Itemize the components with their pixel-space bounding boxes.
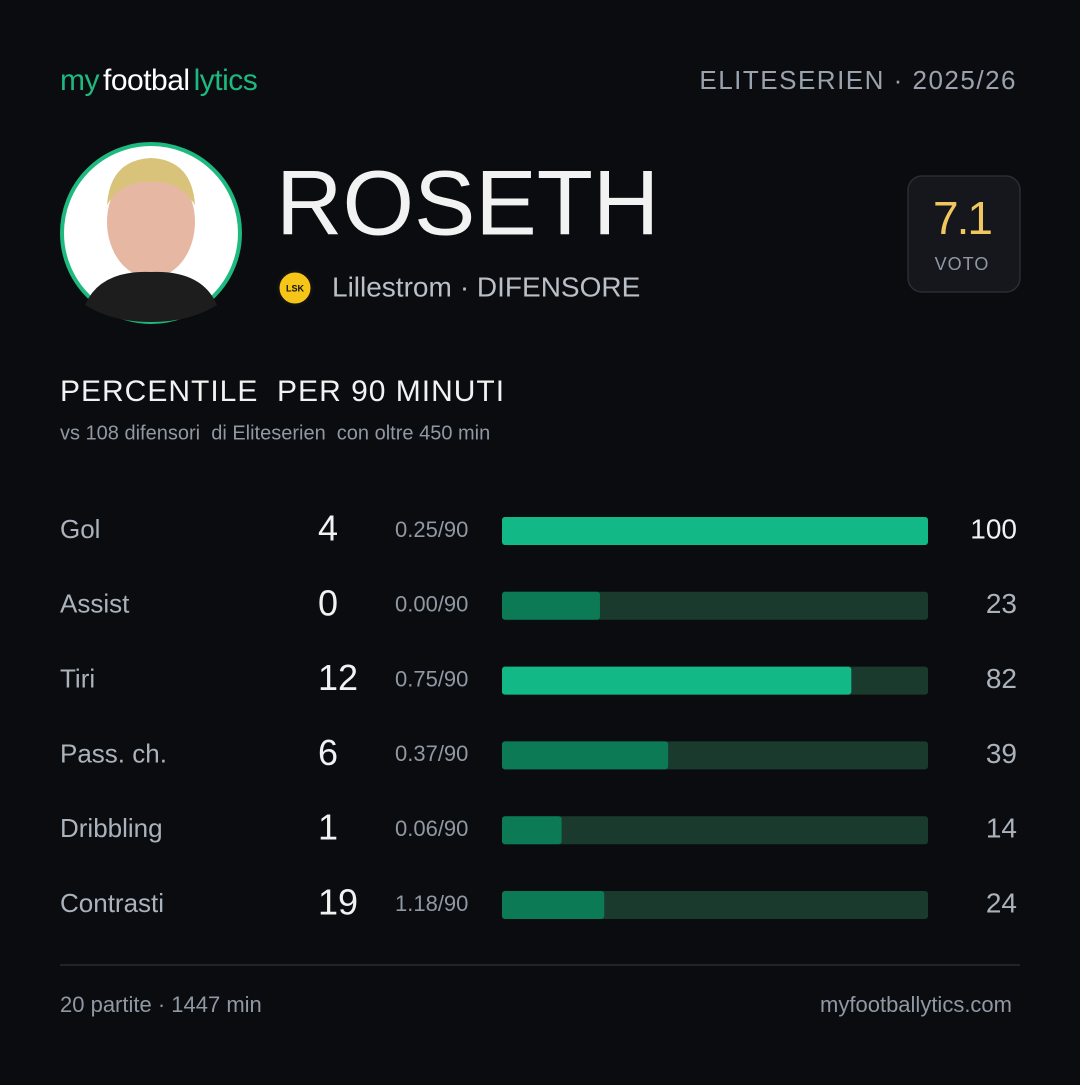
club-badge <box>276 269 314 307</box>
brand-part: footbal <box>103 64 190 97</box>
stat-per90: 0.25/90 <box>395 517 468 542</box>
stat-label: Gol <box>60 514 100 544</box>
percentile: 23 <box>986 588 1017 619</box>
stat-label: Assist <box>60 589 130 619</box>
club: Lillestrom <box>332 271 452 302</box>
bar-track <box>502 891 928 919</box>
stat-total: 12 <box>318 657 358 698</box>
stat-total: 0 <box>318 582 338 623</box>
player-photo <box>60 142 242 324</box>
section-subtitle: vs 108 difensori di Eliteserien con oltr… <box>60 422 490 444</box>
player-name: ROSETH <box>276 152 659 254</box>
rating-label: VOTO <box>935 254 990 274</box>
bar <box>502 816 562 845</box>
stat-label: Pass. ch. <box>60 738 167 768</box>
bar <box>502 666 852 695</box>
rating-box <box>907 175 1021 293</box>
stat-label: Dribbling <box>60 813 163 843</box>
stat-per90: 1.18/90 <box>395 891 468 916</box>
stat-per90: 0.00/90 <box>395 592 468 617</box>
stat-total: 6 <box>318 732 338 773</box>
brand-part: my <box>60 64 99 97</box>
bar <box>502 891 605 919</box>
stat-total: 1 <box>318 807 338 848</box>
percentile: 14 <box>986 813 1017 844</box>
stat-per90: 0.06/90 <box>395 816 468 841</box>
bar-track <box>502 816 928 845</box>
club-badge-text: LSK <box>286 283 305 293</box>
rating: 7.1 <box>933 192 991 244</box>
percentile: 82 <box>986 663 1017 694</box>
percentile: 100 <box>970 513 1017 544</box>
bar <box>502 591 600 620</box>
footer-summary: 20 partite · 1447 min <box>60 992 262 1017</box>
league: ELITESERIEN · 2025/26 <box>699 65 1017 95</box>
stat-label: Contrasti <box>60 888 164 918</box>
brand-part: lytics <box>194 64 258 97</box>
stat-per90: 0.37/90 <box>395 741 468 766</box>
percentile: 24 <box>986 887 1017 918</box>
stat-label: Tiri <box>60 663 95 693</box>
stat-per90: 0.75/90 <box>395 666 468 691</box>
stat-total: 19 <box>318 882 358 923</box>
percentile: 39 <box>986 738 1017 769</box>
footer-site: myfootballytics.com <box>820 992 1012 1017</box>
bar-track <box>502 591 928 620</box>
position: · DIFENSORE <box>460 271 640 302</box>
bar <box>502 517 928 545</box>
stat-total: 4 <box>318 508 338 549</box>
bar <box>502 741 669 770</box>
section-title: PERCENTILE PER 90 MINUTI <box>60 375 505 408</box>
